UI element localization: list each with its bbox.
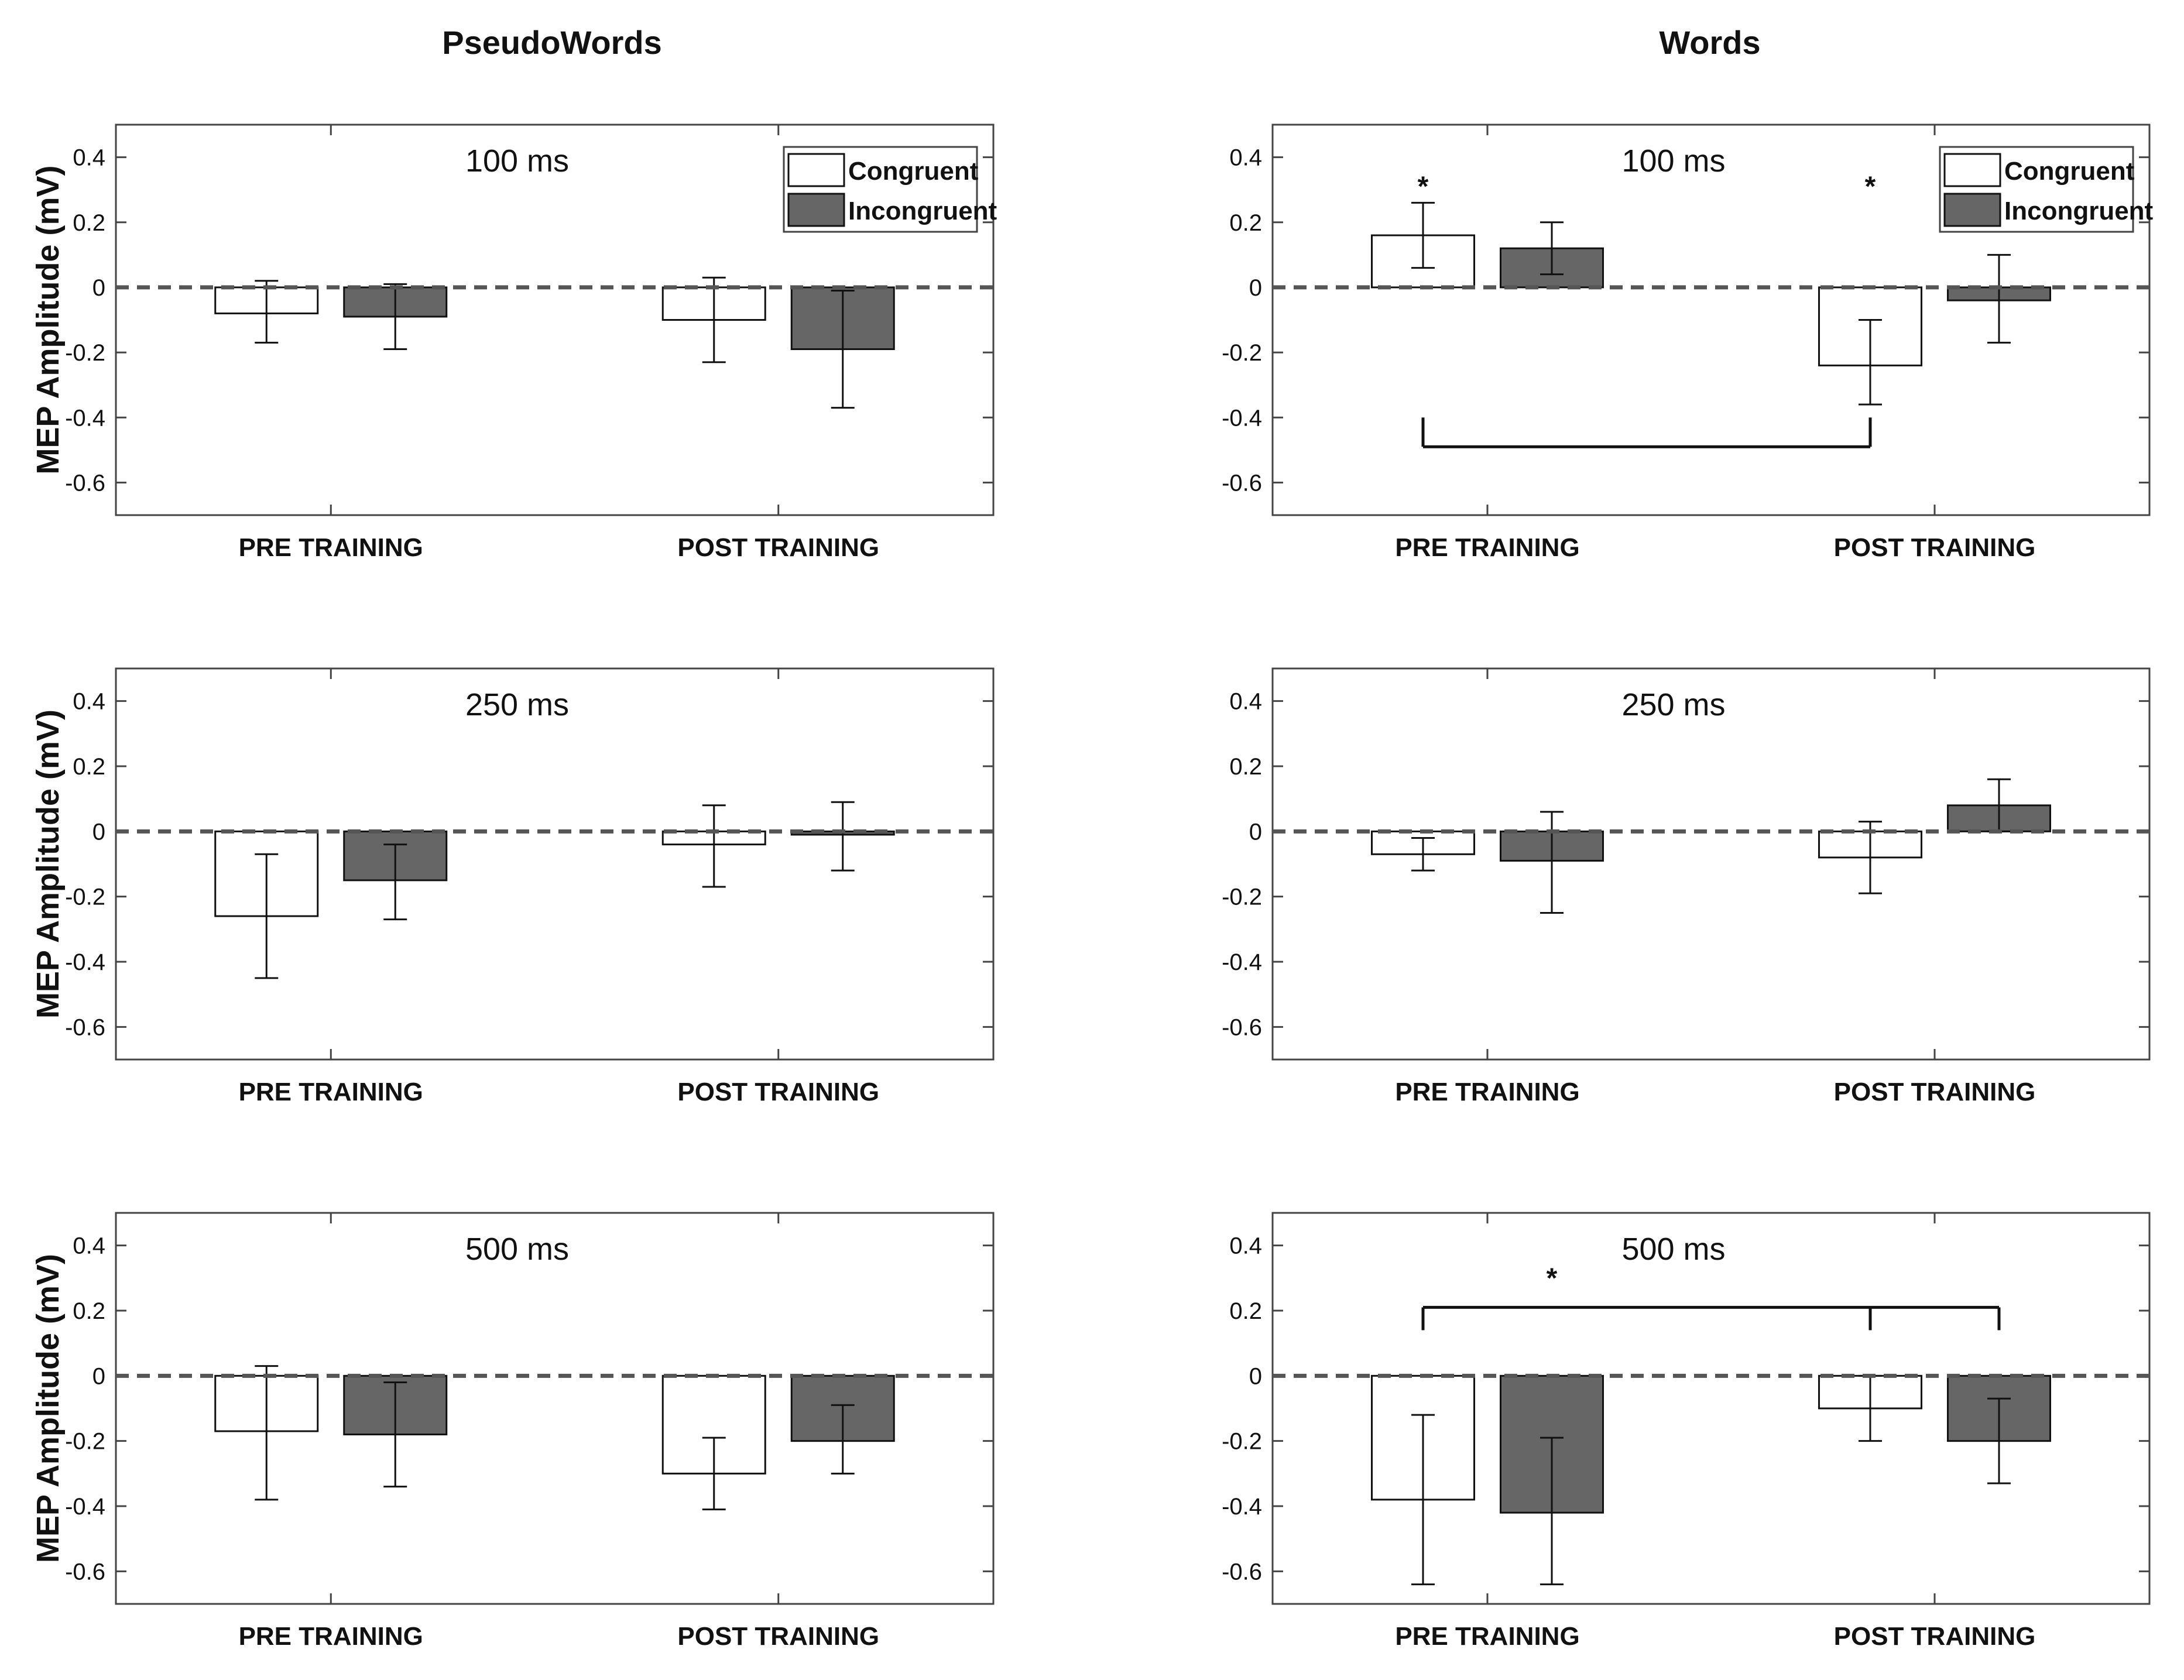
y-tick-label: -0.2	[65, 340, 105, 366]
y-tick-label: 0.2	[1229, 754, 1262, 780]
chart-panel-pseudowords-250ms: 0.4 0.2 0 -0.2 -0.4 -0.6 PRE TRAINING POST TRAI…	[30, 667, 995, 1106]
y-tick-label: -0.6	[1222, 1559, 1262, 1585]
legend-label-incongruent: Incongruent	[848, 197, 997, 225]
time-label: 250 ms	[465, 687, 569, 722]
y-tick-label: -0.2	[1222, 340, 1262, 366]
y-tick-label: 0.4	[1229, 1233, 1262, 1259]
y-tick-label: -0.4	[1222, 405, 1262, 431]
y-tick-label: 0	[1249, 819, 1262, 845]
chart-panel-pseudowords-100ms: 0.4 0.2 0 -0.2 -0.4 -0.6 PRE TRAINING POST TRAI…	[30, 124, 997, 562]
x-category-label: POST TRAINING	[677, 1622, 879, 1651]
y-axis-title: MEP Amplitude (mV)	[30, 1254, 66, 1563]
column-title-pseudowords: PseudoWords	[442, 24, 661, 61]
x-category-label: POST TRAINING	[1834, 1622, 2036, 1651]
y-tick-label: -0.2	[1222, 884, 1262, 910]
time-label: 100 ms	[1621, 143, 1725, 179]
chart-panel-pseudowords-500ms: 0.4 0.2 0 -0.2 -0.4 -0.6 PRE TRAINING POST TRAI…	[30, 1212, 995, 1651]
y-tick-label: -0.6	[65, 470, 105, 496]
legend-label-incongruent: Incongruent	[2004, 197, 2154, 225]
x-category-label: PRE TRAINING	[1395, 533, 1579, 562]
y-tick-label: 0	[1249, 1363, 1262, 1389]
plot-frame	[115, 667, 995, 1061]
y-tick-label: -0.4	[65, 405, 105, 431]
y-tick-label: 0.2	[73, 1298, 105, 1324]
y-tick-label: -0.4	[65, 1494, 105, 1520]
x-category-label: POST TRAINING	[677, 533, 879, 562]
y-tick-label: 0	[92, 819, 105, 845]
time-label: 100 ms	[465, 143, 569, 179]
legend-swatch-congruent	[1943, 153, 2001, 187]
y-tick-label: -0.6	[65, 1559, 105, 1585]
time-label: 250 ms	[1621, 687, 1725, 722]
x-category-label: PRE TRAINING	[239, 1078, 423, 1106]
x-category-label: POST TRAINING	[1834, 1078, 2036, 1106]
legend-swatch-incongruent	[787, 193, 845, 227]
y-tick-label: 0	[92, 275, 105, 301]
y-tick-label: 0	[92, 1363, 105, 1389]
y-tick-label: -0.6	[1222, 1014, 1262, 1040]
y-tick-label: 0.2	[73, 210, 105, 236]
legend: Congruent Incongruent	[1939, 146, 2154, 233]
y-tick-label: 0	[1249, 275, 1262, 301]
y-tick-label: -0.2	[65, 1429, 105, 1455]
y-tick-label: 0.4	[1229, 145, 1262, 171]
y-tick-label: -0.6	[65, 1014, 105, 1040]
panels-container: 0.4 0.2 0 -0.2 -0.4 -0.6 PRE TRAINING POST TRAI…	[30, 124, 2154, 1651]
significance-star: *	[1547, 1263, 1558, 1294]
chart-panel-words-250ms: 0.4 0.2 0 -0.2 -0.4 -0.6 PRE TRAINING POST TRAI…	[1222, 667, 2151, 1106]
significance-star: *	[1418, 172, 1429, 203]
legend: Congruent Incongruent	[783, 146, 997, 233]
time-label: 500 ms	[465, 1232, 569, 1267]
legend-label-congruent: Congruent	[2004, 157, 2135, 186]
legend-label-congruent: Congruent	[848, 157, 979, 186]
plot-frame	[1271, 667, 2151, 1061]
x-category-label: POST TRAINING	[1834, 533, 2036, 562]
x-category-label: PRE TRAINING	[1395, 1622, 1579, 1651]
plot-frame	[1271, 1212, 2151, 1605]
y-tick-label: -0.2	[65, 884, 105, 910]
legend-swatch-congruent	[787, 153, 845, 187]
time-label: 500 ms	[1621, 1232, 1725, 1267]
plot-frame	[115, 1212, 995, 1605]
y-tick-label: 0.2	[73, 754, 105, 780]
y-tick-label: 0.4	[73, 145, 105, 171]
y-tick-label: -0.4	[65, 949, 105, 975]
significance-star: *	[1865, 172, 1876, 203]
chart-panel-words-500ms: 0.4 0.2 0 -0.2 -0.4 -0.6 PRE TRAINING POST TRAI…	[1222, 1212, 2151, 1651]
y-tick-label: -0.4	[1222, 949, 1262, 975]
x-category-label: PRE TRAINING	[239, 533, 423, 562]
x-category-label: PRE TRAINING	[1395, 1078, 1579, 1106]
column-title-words: Words	[1659, 24, 1760, 61]
legend-swatch-incongruent	[1943, 193, 2001, 227]
y-tick-label: 0.2	[1229, 1298, 1262, 1324]
chart-panel-words-100ms: 0.4 0.2 0 -0.2 -0.4 -0.6 PRE TRAINING POST TRAI…	[1222, 124, 2154, 562]
y-tick-label: 0.4	[73, 689, 105, 715]
plot-frame	[1271, 124, 2151, 516]
x-category-label: POST TRAINING	[677, 1078, 879, 1106]
y-tick-label: -0.2	[1222, 1429, 1262, 1455]
y-tick-label: 0.2	[1229, 210, 1262, 236]
y-tick-label: 0.4	[1229, 689, 1262, 715]
y-axis-title: MEP Amplitude (mV)	[30, 709, 66, 1019]
y-tick-label: -0.6	[1222, 470, 1262, 496]
y-axis-title: MEP Amplitude (mV)	[30, 165, 66, 474]
plot-frame	[115, 124, 995, 516]
y-tick-label: 0.4	[73, 1233, 105, 1259]
y-tick-label: -0.4	[1222, 1494, 1262, 1520]
x-category-label: PRE TRAINING	[239, 1622, 423, 1651]
